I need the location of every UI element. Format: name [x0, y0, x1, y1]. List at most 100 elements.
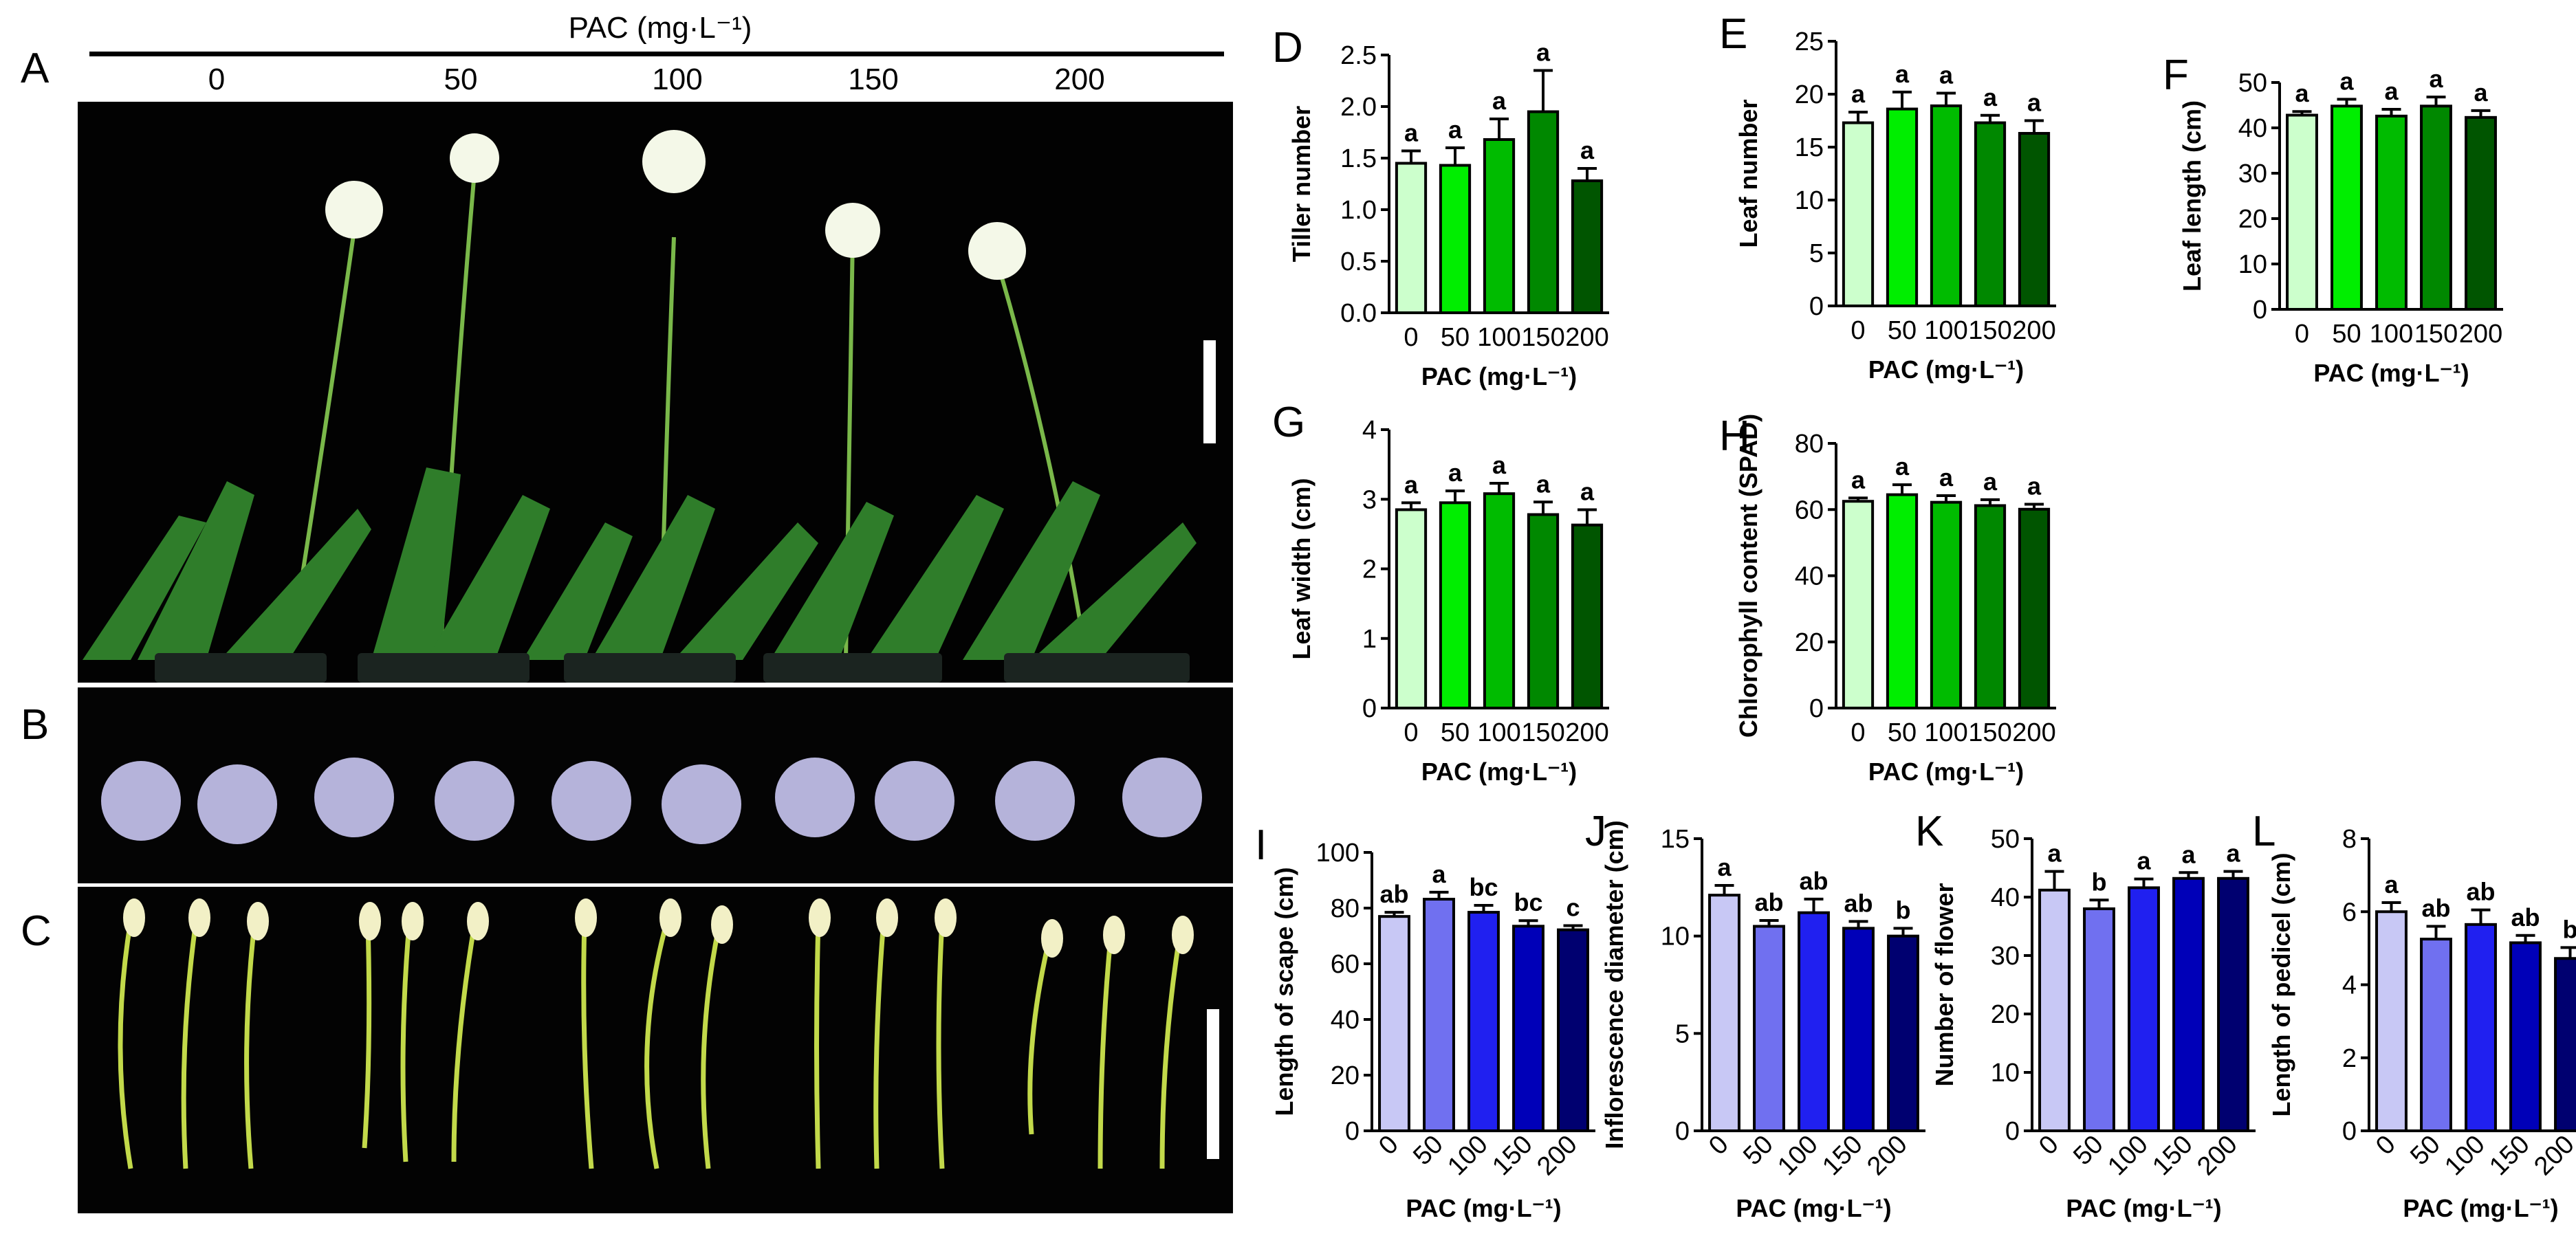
x-tick-label: 50 [1888, 718, 1917, 747]
x-axis-title: PAC (mg·L⁻¹) [1868, 355, 2024, 384]
y-tick-label: 3 [1362, 485, 1377, 514]
y-axis-title: Chlorophyll content (SPAD) [1734, 414, 1762, 738]
x-tick-label: 0 [1851, 316, 1865, 345]
bar [1483, 138, 1516, 314]
significance-label: a [1939, 60, 1954, 89]
bar [1512, 925, 1544, 1132]
y-tick-label: 25 [1795, 27, 1824, 56]
y-axis-title: Length of scape (cm) [1270, 867, 1298, 1116]
y-tick-label: 2 [1362, 555, 1377, 584]
bar [2465, 923, 2497, 1132]
x-tick-label: 100 [2102, 1130, 2154, 1182]
bar [2018, 131, 2051, 307]
significance-label: ab [1844, 889, 1873, 917]
y-tick-label: 4 [2342, 971, 2357, 1000]
x-tick-label: 150 [2484, 1130, 2535, 1182]
y-tick-label: 20 [2238, 205, 2267, 234]
photo-header-title: PAC (mg·L⁻¹) [569, 11, 752, 45]
x-tick-label: 150 [2414, 320, 2458, 349]
x-tick-label: 150 [1968, 718, 2011, 747]
bar [1842, 500, 1875, 709]
y-tick-label: 50 [1991, 825, 2020, 854]
significance-label: ab [1799, 867, 1828, 895]
bar [2217, 876, 2249, 1133]
y-tick-label: 10 [1661, 923, 1690, 951]
x-tick-label: 100 [1772, 1130, 1824, 1182]
x-tick-label: 150 [2147, 1130, 2198, 1182]
significance-label: ab [2466, 878, 2495, 906]
panel-letter-g: G [1272, 399, 1305, 446]
panel-letter-a: A [21, 45, 50, 92]
bar [2465, 115, 2497, 311]
y-tick-label: 4 [1362, 416, 1377, 445]
bar [1571, 523, 1604, 710]
significance-label: a [2226, 839, 2240, 868]
photo-montage: A B C PAC (mg·L⁻¹) 0 50 100 150 200 [21, 11, 1233, 1213]
photo-conc-label: 150 [848, 63, 898, 96]
y-tick-label: 0 [1675, 1117, 1690, 1146]
bar [1395, 508, 1428, 709]
y-tick-label: 40 [1795, 562, 1824, 591]
y-tick-label: 80 [1331, 894, 1360, 923]
y-axis-title: Leaf length (cm) [2178, 100, 2206, 291]
bar [2420, 104, 2452, 311]
x-tick-label: 200 [1531, 1130, 1583, 1182]
x-tick-label: 0 [2295, 320, 2309, 349]
y-axis-title: Leaf number [1734, 99, 1762, 247]
bar [1467, 911, 1500, 1132]
panel-letter-b: B [21, 701, 49, 749]
significance-label: a [1432, 860, 1446, 888]
significance-label: ab [2421, 894, 2450, 923]
significance-label: a [2027, 89, 2042, 117]
panel-letter-d: D [1272, 24, 1303, 71]
significance-label: a [2181, 840, 2196, 868]
significance-label: a [1580, 136, 1595, 164]
x-tick-label: 50 [2332, 320, 2361, 349]
y-tick-label: 5 [1675, 1019, 1690, 1048]
significance-label: a [1492, 87, 1507, 115]
x-tick-label: 200 [2459, 320, 2502, 349]
significance-label: a [2384, 77, 2399, 105]
x-axis-title: PAC (mg·L⁻¹) [2313, 359, 2469, 387]
significance-label: a [2137, 847, 2151, 875]
significance-label: ab [2511, 903, 2540, 931]
photo-conc-label: 0 [208, 63, 225, 96]
x-axis-title: PAC (mg·L⁻¹) [1868, 758, 2024, 786]
y-tick-label: 60 [1331, 950, 1360, 979]
y-tick-label: 1 [1362, 625, 1377, 654]
x-tick-label: 150 [1521, 718, 1564, 747]
y-tick-label: 20 [1991, 1000, 2020, 1029]
bar [1557, 928, 1589, 1132]
x-tick-label: 200 [2529, 1130, 2576, 1182]
y-tick-label: 40 [1991, 883, 2020, 912]
x-axis-title: PAC (mg·L⁻¹) [1406, 1194, 1561, 1222]
x-tick-label: 0 [1404, 323, 1418, 352]
x-tick-label: 200 [1862, 1130, 1913, 1182]
significance-label: a [1536, 38, 1551, 67]
significance-label: a [2047, 839, 2062, 868]
photo-header-rule [89, 52, 1224, 56]
panel-letter-e: E [1719, 10, 1747, 58]
bar [1439, 164, 1472, 314]
y-tick-label: 2.0 [1340, 93, 1377, 122]
flower-photo [78, 687, 1233, 883]
significance-label: a [2295, 79, 2309, 107]
y-tick-label: 8 [2342, 825, 2357, 854]
y-tick-label: 20 [1795, 628, 1824, 657]
y-tick-label: 6 [2342, 898, 2357, 927]
x-axis-title: PAC (mg·L⁻¹) [2403, 1194, 2558, 1222]
bar [2375, 910, 2408, 1132]
bar [2128, 886, 2160, 1133]
bar [1930, 104, 1963, 307]
bar [2375, 114, 2408, 311]
y-tick-label: 2 [2342, 1044, 2357, 1073]
x-axis-title: PAC (mg·L⁻¹) [1736, 1194, 1891, 1222]
y-tick-label: 1.0 [1340, 196, 1377, 225]
significance-label: a [1448, 459, 1463, 487]
significance-label: b [2563, 915, 2576, 943]
y-tick-label: 80 [1795, 430, 1824, 459]
bar [2554, 957, 2576, 1132]
y-tick-label: 0 [1809, 694, 1824, 723]
y-tick-label: 0.0 [1340, 299, 1377, 328]
x-tick-label: 0 [2033, 1130, 2064, 1161]
